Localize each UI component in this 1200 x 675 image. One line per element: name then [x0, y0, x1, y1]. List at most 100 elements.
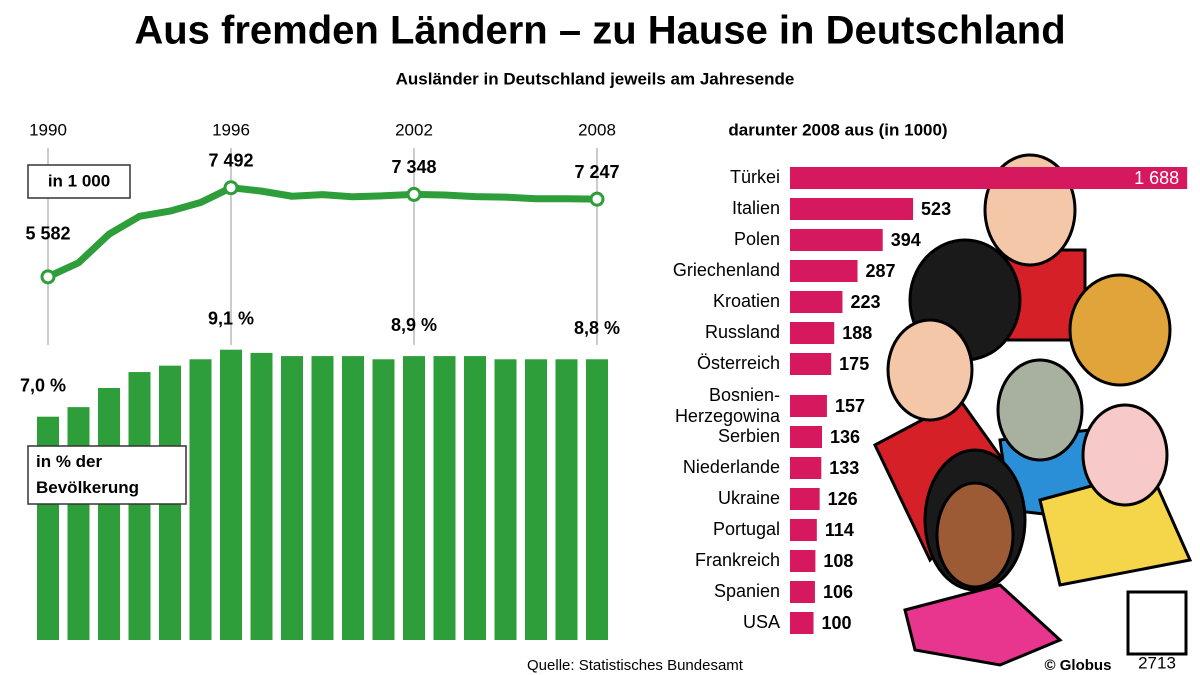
- x-tick-label: 2002: [395, 120, 433, 139]
- annotation-line: in % der: [36, 452, 103, 471]
- subtitle: Ausländer in Deutschland jeweils am Jahr…: [396, 69, 795, 88]
- x-tick-label: 1990: [29, 120, 67, 139]
- x-tick-label: 1996: [212, 120, 250, 139]
- value-label: 7 247: [574, 162, 619, 182]
- value-label: 8,9 %: [391, 315, 437, 335]
- x-tick-label: 2008: [578, 120, 616, 139]
- bar: [220, 349, 242, 640]
- value-label: 126: [828, 489, 858, 509]
- category-line: Herzegowina: [675, 406, 781, 426]
- category-label: USA: [743, 612, 780, 632]
- category-label: Kroatien: [713, 291, 780, 311]
- bar: [555, 359, 578, 640]
- bar: [790, 550, 816, 572]
- bar: [790, 457, 822, 479]
- category-label: Frankreich: [695, 550, 780, 570]
- value-label: 7 492: [208, 150, 253, 170]
- category-label: Ukraine: [718, 488, 780, 508]
- value-label: 8,8 %: [574, 318, 620, 338]
- bar: [586, 359, 608, 640]
- bar: [525, 359, 547, 640]
- value-label: 7,0 %: [20, 375, 66, 395]
- face: [1068, 273, 1172, 387]
- bar: [67, 407, 90, 640]
- value-label: 5 582: [25, 224, 70, 244]
- face: [935, 481, 1015, 589]
- bar: [790, 322, 835, 344]
- annotation-line: Bevölkerung: [36, 478, 139, 497]
- point: [406, 186, 422, 202]
- value-label: 188: [842, 323, 872, 343]
- category-label: Griechenland: [673, 260, 780, 280]
- bar: [281, 356, 303, 640]
- category-label: Bosnien-Herzegowina: [675, 385, 781, 426]
- bar: [790, 488, 820, 510]
- annotation-box: [27, 445, 187, 505]
- point: [40, 269, 56, 285]
- value-label: 223: [850, 292, 880, 312]
- category-label: Niederlande: [683, 457, 780, 477]
- category-label: Österreich: [697, 353, 780, 373]
- value-label: 175: [839, 354, 869, 374]
- bar: [790, 426, 822, 448]
- face: [1081, 403, 1169, 507]
- bar: [790, 581, 815, 603]
- bar: [790, 353, 832, 375]
- annotation-box: [27, 164, 131, 199]
- bar: [464, 356, 486, 640]
- line: [46, 184, 598, 281]
- value-label: 7 348: [391, 157, 436, 177]
- point: [223, 180, 239, 196]
- bar: [189, 359, 212, 640]
- credit: © Globus: [1045, 657, 1112, 674]
- bar: [494, 359, 517, 640]
- bar: [790, 167, 1188, 189]
- annotation: in 1 000: [48, 171, 110, 190]
- bar: [311, 356, 334, 640]
- category-label: Serbien: [718, 426, 780, 446]
- category-label: Türkei: [730, 167, 780, 187]
- bar: [790, 395, 827, 417]
- value-label: 523: [921, 199, 951, 219]
- value-label: 1 688: [1134, 168, 1179, 188]
- face: [886, 318, 974, 422]
- decoration: [873, 153, 1193, 667]
- value-label: 136: [830, 427, 860, 447]
- value-label: 108: [823, 551, 853, 571]
- bar: [790, 612, 814, 634]
- annotation: in % der Bevölkerung: [36, 452, 139, 497]
- bar: [790, 291, 843, 313]
- bar: [128, 372, 151, 640]
- value-label: 9,1 %: [208, 308, 254, 328]
- bar: [372, 359, 395, 640]
- bar: [790, 260, 858, 282]
- value-label: 114: [825, 520, 854, 540]
- code: 2713: [1138, 653, 1176, 672]
- category-label: Portugal: [713, 519, 780, 539]
- value-label: 394: [891, 230, 921, 250]
- title: Aus fremden Ländern – zu Hause in Deutsc…: [134, 9, 1065, 53]
- bar: [403, 356, 425, 640]
- value-label: 106: [823, 582, 853, 602]
- category-label: Polen: [734, 229, 780, 249]
- category-label: Italien: [732, 198, 780, 218]
- logo-box: [1126, 590, 1188, 656]
- bar: [342, 356, 364, 640]
- bar: [790, 519, 817, 541]
- bar: [98, 387, 120, 640]
- value-label: 100: [822, 613, 852, 633]
- bar: [433, 356, 456, 640]
- value-label: 157: [835, 396, 865, 416]
- bar: [790, 198, 914, 220]
- point: [589, 191, 605, 207]
- source: Quelle: Statistisches Bundesamt: [527, 657, 744, 674]
- value-label: 133: [829, 458, 859, 478]
- bar: [250, 352, 273, 640]
- value-label: 287: [866, 261, 896, 281]
- category-label: Spanien: [714, 581, 780, 601]
- category-label: Russland: [705, 322, 780, 342]
- face: [996, 358, 1084, 462]
- category-line: Bosnien-: [709, 385, 780, 405]
